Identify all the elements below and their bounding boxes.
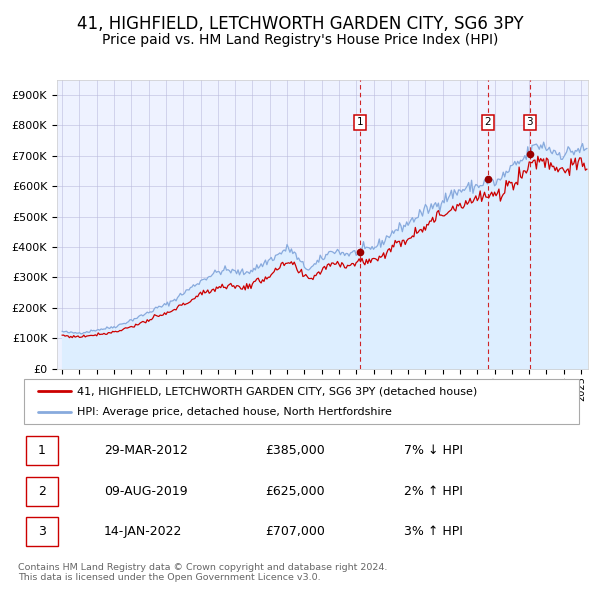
Text: 14-JAN-2022: 14-JAN-2022: [104, 525, 182, 538]
Text: 3: 3: [38, 525, 46, 538]
Text: HPI: Average price, detached house, North Hertfordshire: HPI: Average price, detached house, Nort…: [77, 407, 392, 417]
Text: 41, HIGHFIELD, LETCHWORTH GARDEN CITY, SG6 3PY: 41, HIGHFIELD, LETCHWORTH GARDEN CITY, S…: [77, 15, 523, 32]
Bar: [26, 477, 58, 506]
Text: Price paid vs. HM Land Registry's House Price Index (HPI): Price paid vs. HM Land Registry's House …: [102, 32, 498, 47]
Text: 2: 2: [38, 484, 46, 498]
Text: 3: 3: [527, 117, 533, 127]
Text: 41, HIGHFIELD, LETCHWORTH GARDEN CITY, SG6 3PY (detached house): 41, HIGHFIELD, LETCHWORTH GARDEN CITY, S…: [77, 386, 477, 396]
Bar: [26, 437, 58, 466]
Text: £707,000: £707,000: [265, 525, 325, 538]
Text: Contains HM Land Registry data © Crown copyright and database right 2024.
This d: Contains HM Land Registry data © Crown c…: [18, 563, 388, 582]
Text: 2% ↑ HPI: 2% ↑ HPI: [404, 484, 463, 498]
Bar: [26, 517, 58, 546]
Text: 2: 2: [484, 117, 491, 127]
Text: 09-AUG-2019: 09-AUG-2019: [104, 484, 188, 498]
Text: 7% ↓ HPI: 7% ↓ HPI: [404, 444, 463, 457]
Text: 3% ↑ HPI: 3% ↑ HPI: [404, 525, 463, 538]
Text: £625,000: £625,000: [265, 484, 325, 498]
Text: £385,000: £385,000: [265, 444, 325, 457]
Text: 1: 1: [38, 444, 46, 457]
Text: 1: 1: [357, 117, 364, 127]
Text: 29-MAR-2012: 29-MAR-2012: [104, 444, 188, 457]
